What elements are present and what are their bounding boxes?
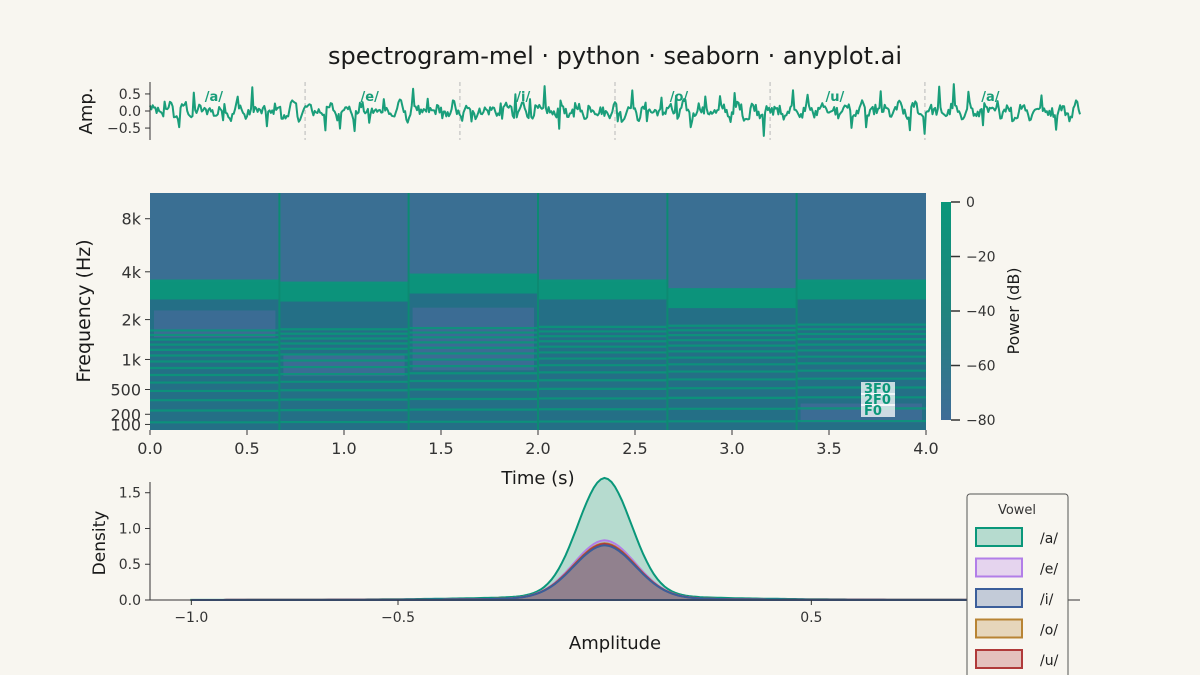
x-tick-label: 2.5: [622, 439, 647, 458]
legend-title: Vowel: [998, 503, 1036, 518]
colorbar: [941, 202, 951, 420]
waveform-line: [149, 83, 1081, 137]
waveform-panel: /a/ /e/ /i/ /o/ /u/ /a/ 0.50.0−0.5 Amp.: [76, 82, 1081, 140]
x-tick-label: 3.0: [719, 439, 744, 458]
y-tick-label: −0.5: [107, 121, 141, 137]
y-tick-label: 0.0: [119, 593, 141, 609]
legend-items: /a/ /e/ /i/ /o/ /u/: [975, 527, 1059, 669]
legend-swatch: [975, 618, 1023, 639]
colorbar-tick-label: −40: [966, 304, 996, 320]
legend-swatch: [975, 588, 1023, 608]
density-y-ticks: 0.0 0.5 1.0 1.5: [119, 486, 150, 609]
spectrogram-upper-block: [279, 193, 409, 284]
legend-label: /o/: [1040, 623, 1058, 639]
legend-label: /u/: [1040, 653, 1059, 669]
formant-band: [538, 279, 668, 300]
x-tick-label: 1.0: [331, 439, 356, 458]
spectrogram-lower-block: [667, 290, 797, 430]
legend: Vowel /a/ /e/ /i/ /o/ /u/: [966, 493, 1069, 675]
legend-label: /i/: [1040, 592, 1054, 608]
x-tick-label: 1.5: [428, 439, 453, 458]
spectrogram-upper-block: [408, 193, 538, 276]
density-y-label: Density: [90, 511, 110, 576]
low-energy-region: [154, 310, 276, 338]
x-tick-label: 3.5: [816, 439, 841, 458]
x-tick-label: 4.0: [913, 439, 938, 458]
spectrogram-y-label: Frequency (Hz): [73, 239, 95, 382]
vowel-labels: /a/ /e/ /i/ /o/ /u/ /a/: [205, 90, 1000, 105]
legend-swatch: [975, 649, 1023, 669]
density-x-label: Amplitude: [569, 633, 661, 654]
spectrogram-upper-block: [667, 193, 797, 291]
colorbar-tick-label: −20: [966, 250, 996, 266]
spectrogram-x-label: Time (s): [500, 468, 574, 489]
vowel-label: /o/: [670, 90, 689, 105]
density-x-ticks: −1.0−0.50.51.0: [174, 600, 1029, 626]
harmonic-label: F0: [864, 404, 882, 419]
formant-band: [796, 279, 926, 300]
waveform-y-ticks: 0.50.0−0.5: [107, 87, 150, 137]
low-energy-region: [283, 354, 405, 377]
vowel-label: /e/: [361, 90, 380, 105]
spectrogram-x-ticks: 0.0 0.5 1.0 1.5 2.0 2.5 3.0 3.5 4.0: [137, 430, 939, 458]
x-tick-label: 0.5: [800, 610, 822, 626]
y-tick-label: 8k: [122, 210, 142, 229]
formant-band: [408, 273, 538, 294]
harmonic-label-box: [861, 393, 895, 406]
legend-swatch: [975, 557, 1023, 578]
y-tick-label: 0.5: [119, 87, 141, 103]
low-energy-region: [412, 307, 534, 371]
vowel-label: /a/: [205, 90, 224, 105]
y-tick-label: 1.0: [119, 521, 141, 537]
y-tick-label: 2k: [122, 311, 142, 330]
colorbar-label: Power (dB): [1004, 267, 1023, 354]
density-area: [191, 544, 1039, 601]
vowel-label: /i/: [516, 90, 530, 105]
chart-title: spectrogram-mel · python · seaborn · any…: [328, 42, 902, 70]
waveform-y-label: Amp.: [76, 88, 97, 135]
y-tick-label: 1k: [122, 350, 142, 369]
colorbar-tick-label: −80: [966, 413, 996, 429]
colorbar-tick-label: −60: [966, 359, 996, 375]
legend-box: [966, 493, 1069, 675]
harmonic-label-box: [861, 404, 895, 417]
x-tick-label: −1.0: [174, 610, 208, 626]
spectrogram-lower-block: [538, 281, 668, 430]
legend-swatch: [975, 527, 1023, 547]
legend-label: /a/: [1040, 531, 1058, 547]
vowel-label: /u/: [826, 90, 845, 105]
x-tick-label: 0.5: [234, 439, 259, 458]
spectrogram-upper-block: [796, 193, 926, 282]
formant-band: [279, 281, 409, 302]
x-tick-label: −0.5: [381, 610, 415, 626]
y-tick-label: 0.5: [119, 557, 141, 573]
vowel-label: /a/: [981, 90, 1000, 105]
spectrogram-upper-block: [150, 193, 280, 282]
y-tick-label: 1.5: [119, 486, 141, 502]
colorbar-tick-label: 0: [966, 195, 975, 211]
x-tick-label: 0.0: [137, 439, 162, 458]
y-tick-label: 100: [110, 415, 141, 434]
y-tick-label: 0.0: [119, 104, 141, 120]
density-areas: [190, 476, 1040, 601]
formant-band: [150, 279, 280, 300]
density-panel: −1.0 −0.5 0.5 1.0 0.0 0.5 1.0 1.5 Amplitude De…: [90, 476, 1080, 675]
spectrogram-heatmap: [150, 193, 926, 430]
legend-label: /e/: [1040, 562, 1058, 578]
colorbar-ticks: 0 −20 −40 −60 −80: [951, 195, 996, 429]
y-tick-label: 4k: [122, 263, 142, 282]
harmonic-label-box: [861, 382, 895, 395]
y-tick-label: 200: [110, 405, 141, 424]
spectrogram-upper-block: [538, 193, 668, 282]
formant-band: [667, 288, 797, 309]
x-tick-label: 2.0: [525, 439, 550, 458]
y-tick-label: 500: [110, 380, 141, 399]
